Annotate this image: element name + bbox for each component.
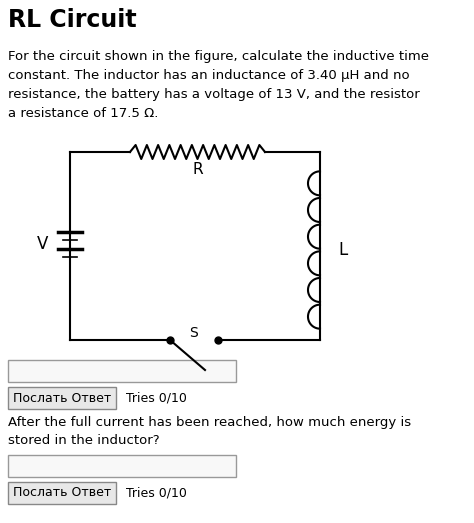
Bar xyxy=(8,360,236,382)
Text: Tries 0/10: Tries 0/10 xyxy=(126,486,187,499)
Text: stored in the inductor?: stored in the inductor? xyxy=(8,434,160,447)
Text: S: S xyxy=(190,326,199,340)
Text: For the circuit shown in the figure, calculate the inductive time: For the circuit shown in the figure, cal… xyxy=(8,50,429,63)
Text: Послать Ответ: Послать Ответ xyxy=(13,392,111,404)
Text: a resistance of 17.5 Ω.: a resistance of 17.5 Ω. xyxy=(8,107,158,120)
Text: resistance, the battery has a voltage of 13 V, and the resistor: resistance, the battery has a voltage of… xyxy=(8,88,420,101)
Text: RL Circuit: RL Circuit xyxy=(8,8,137,32)
Text: After the full current has been reached, how much energy is: After the full current has been reached,… xyxy=(8,416,411,429)
Text: constant. The inductor has an inductance of 3.40 μH and no: constant. The inductor has an inductance… xyxy=(8,69,410,82)
Bar xyxy=(8,387,116,409)
Text: V: V xyxy=(36,235,48,253)
Text: Послать Ответ: Послать Ответ xyxy=(13,486,111,499)
Text: Tries 0/10: Tries 0/10 xyxy=(126,392,187,404)
Text: L: L xyxy=(338,241,347,259)
Bar xyxy=(8,455,236,477)
Bar xyxy=(8,482,116,504)
Text: R: R xyxy=(192,162,203,177)
